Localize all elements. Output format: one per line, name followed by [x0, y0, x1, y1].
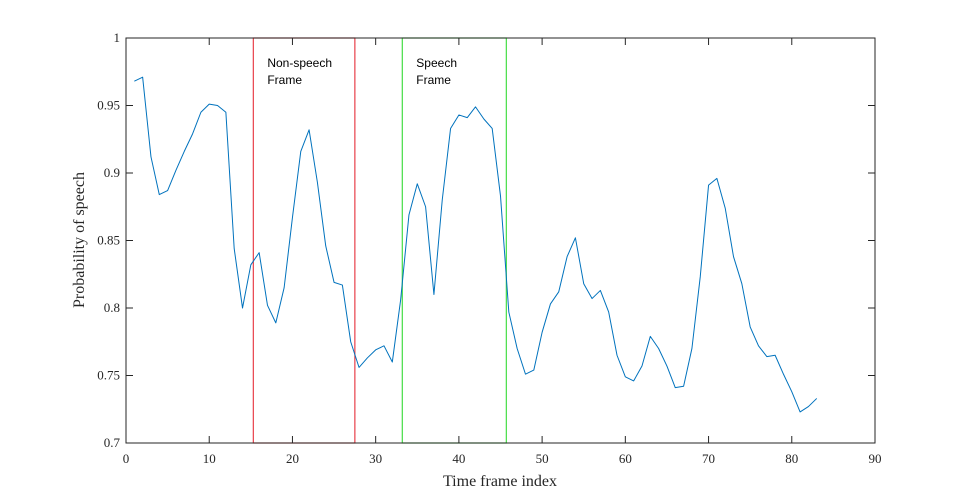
- annotation-label-0-line2: Frame: [267, 73, 302, 87]
- y-axis-ticks: 0.7 0.75 0.8 0.85 0.9 0.95 1: [97, 30, 875, 450]
- y-tick-label-2: 0.8: [104, 300, 120, 315]
- y-tick-label-4: 0.9: [104, 165, 120, 180]
- x-tick-label-7: 70: [702, 451, 715, 466]
- plot-area-background: [126, 38, 875, 443]
- x-tick-label-6: 60: [619, 451, 632, 466]
- series-line-0: [134, 76, 818, 413]
- x-axis-title: Time frame index: [443, 473, 557, 490]
- x-tick-label-8: 80: [785, 451, 798, 466]
- x-tick-label-5: 50: [536, 451, 549, 466]
- x-tick-label-4: 40: [452, 451, 465, 466]
- x-tick-label-1: 10: [203, 451, 216, 466]
- annotation-label-0-line1: Non-speech: [267, 56, 332, 70]
- series-layer: [134, 76, 818, 413]
- x-tick-label-3: 30: [369, 451, 382, 466]
- x-tick-label-9: 90: [869, 451, 882, 466]
- x-tick-label-0: 0: [123, 451, 130, 466]
- y-tick-label-0: 0.7: [104, 435, 121, 450]
- y-tick-label-1: 0.75: [97, 368, 120, 383]
- annotation-label-1-line2: Frame: [416, 73, 451, 87]
- annotation-label-1-line1: Speech: [416, 56, 457, 70]
- y-tick-label-3: 0.85: [97, 233, 120, 248]
- x-axis-ticks: 0 10 20 30 40 50 60 70 80 90: [123, 38, 882, 466]
- x-tick-label-2: 20: [286, 451, 299, 466]
- y-tick-label-6: 1: [114, 30, 121, 45]
- y-axis-title: Probability of speech: [71, 172, 88, 308]
- y-tick-label-5: 0.95: [97, 98, 120, 113]
